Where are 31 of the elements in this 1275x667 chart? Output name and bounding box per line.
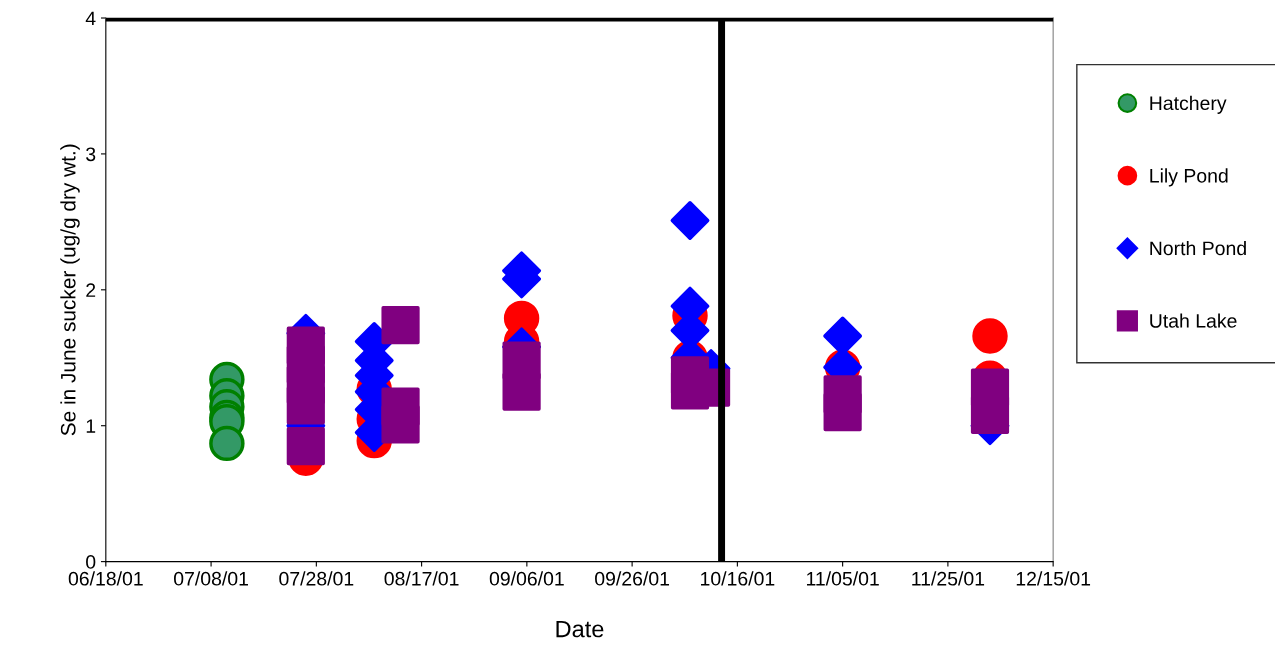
- point: [381, 405, 420, 444]
- legend-label: Utah Lake: [1150, 313, 1237, 328]
- point: [286, 427, 325, 466]
- point: [381, 306, 420, 345]
- x-tick-label: 09/26/01: [595, 571, 670, 586]
- legend-label: Hatchery: [1150, 95, 1227, 114]
- x-tick-label: 07/08/01: [174, 571, 248, 586]
- y-tick-label: 2: [86, 283, 96, 297]
- y-tick-label: 0: [86, 555, 96, 569]
- x-tick-label: 10/16/01: [701, 571, 775, 586]
- point: [970, 395, 1010, 434]
- legend-label: Lily Pond: [1150, 168, 1228, 187]
- point: [502, 372, 541, 411]
- point: [670, 201, 710, 240]
- y-axis-title: Se in June sucker (ug/g dry wt.): [60, 144, 80, 436]
- point: [209, 425, 245, 462]
- point: [286, 386, 325, 425]
- x-tick-label: 07/28/01: [279, 571, 354, 586]
- x-tick-label: 11/25/01: [912, 571, 985, 586]
- y-tick-label: 4: [85, 11, 96, 26]
- x-tick-label: 12/15/01: [1016, 571, 1091, 586]
- y-tick-label: 1: [86, 419, 96, 433]
- y-tick-label: 3: [86, 147, 96, 162]
- point: [823, 393, 862, 432]
- x-axis-title: Date: [556, 620, 604, 638]
- x-tick-label: 09/06/01: [489, 571, 564, 586]
- x-tick-label: 06/18/01: [68, 571, 143, 586]
- x-tick-label: 11/05/01: [806, 571, 879, 586]
- legend-label: North Pond: [1150, 240, 1246, 256]
- point: [972, 318, 1008, 354]
- x-tick-label: 08/17/01: [384, 571, 459, 586]
